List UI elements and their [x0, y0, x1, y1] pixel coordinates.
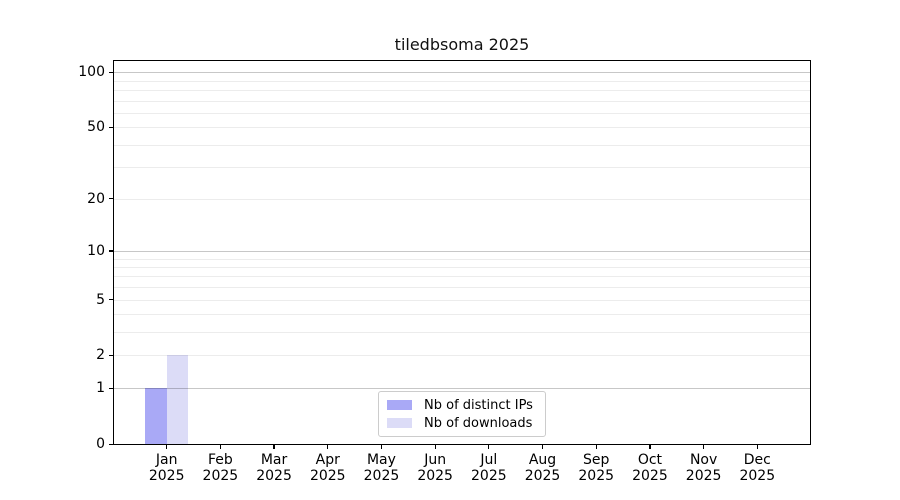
x-tick — [273, 445, 275, 449]
legend-swatch-distinct-ips — [387, 400, 412, 410]
x-tick-year: 2025 — [739, 467, 776, 484]
x-tick-month: Oct — [637, 452, 663, 468]
legend-item-distinct-ips: Nb of distinct IPs — [387, 396, 537, 414]
x-tick-year: 2025 — [363, 467, 400, 484]
x-tick-year: 2025 — [202, 467, 239, 484]
x-tick-label: Jun 2025 — [403, 452, 467, 484]
x-tick-month: Jan — [155, 452, 178, 468]
x-tick-year: 2025 — [685, 467, 722, 484]
gridline-minor — [114, 355, 810, 357]
x-tick-year: 2025 — [309, 467, 346, 484]
gridline-minor — [114, 127, 810, 129]
x-tick-label: Oct 2025 — [618, 452, 682, 484]
y-tick-label: 10 — [87, 242, 105, 259]
x-tick-year: 2025 — [524, 467, 561, 484]
x-tick-year: 2025 — [578, 467, 615, 484]
gridline-major — [114, 72, 810, 74]
x-tick-month: Feb — [207, 452, 233, 468]
x-tick — [166, 445, 168, 449]
x-tick — [649, 445, 651, 449]
y-tick-label: 0 — [96, 436, 105, 452]
gridline-minor — [114, 112, 810, 114]
y-tick-label: 100 — [78, 64, 105, 81]
y-tick-label: 50 — [87, 119, 105, 136]
y-tick — [109, 299, 113, 301]
x-tick-label: Jan 2025 — [135, 452, 199, 484]
y-tick — [109, 126, 113, 128]
gridline-minor — [114, 89, 810, 91]
x-tick-year: 2025 — [148, 467, 185, 484]
y-tick — [109, 198, 113, 200]
y-tick — [109, 443, 113, 445]
gridline-major — [114, 388, 810, 390]
x-tick-month: Jul — [480, 452, 498, 468]
x-tick-label: Feb 2025 — [188, 452, 252, 484]
gridline-minor — [114, 266, 810, 268]
x-tick — [380, 445, 383, 449]
legend-label-distinct-ips: Nb of distinct IPs — [424, 397, 533, 413]
x-tick-month: May — [366, 452, 396, 468]
x-tick-year: 2025 — [471, 467, 507, 484]
x-tick-month: Aug — [528, 452, 557, 468]
x-tick — [434, 445, 436, 449]
x-tick-label: Jul 2025 — [457, 452, 521, 484]
gridline-minor — [114, 332, 810, 334]
y-tick-label: 5 — [96, 291, 105, 308]
x-tick-year: 2025 — [256, 467, 292, 484]
y-tick — [109, 387, 113, 389]
gridline-minor — [114, 287, 810, 289]
x-tick — [595, 445, 597, 449]
x-tick — [756, 445, 758, 449]
legend-swatch-downloads — [387, 418, 412, 428]
x-tick — [327, 445, 329, 449]
x-tick-label: Apr 2025 — [296, 452, 360, 484]
legend-item-downloads: Nb of downloads — [387, 414, 537, 432]
gridline-minor — [114, 314, 810, 316]
y-tick — [109, 354, 113, 357]
gridline-minor — [114, 167, 810, 169]
gridline-minor — [114, 198, 810, 200]
x-tick-year: 2025 — [632, 467, 668, 484]
x-tick — [488, 445, 490, 449]
gridline-minor — [114, 80, 810, 82]
gridline-major — [114, 250, 810, 252]
gridline-minor — [114, 299, 810, 301]
x-tick-month: Apr — [315, 452, 340, 468]
bar-nb-of-distinct-ips-jan — [145, 388, 167, 444]
x-tick-month: Jun — [424, 452, 447, 468]
x-tick-month: Dec — [743, 452, 771, 468]
gridline-minor — [114, 258, 810, 260]
x-tick — [541, 445, 544, 449]
x-tick-month: Sep — [583, 452, 610, 468]
y-tick — [109, 250, 113, 252]
x-tick-month: Mar — [260, 452, 288, 468]
legend-label-downloads: Nb of downloads — [424, 415, 533, 431]
gridline-minor — [114, 144, 810, 146]
y-tick-label: 2 — [96, 347, 105, 364]
x-tick-year: 2025 — [417, 467, 453, 484]
x-tick — [219, 445, 221, 449]
x-tick-label: Nov 2025 — [672, 452, 736, 484]
gridline-minor — [114, 276, 810, 278]
x-tick-label: Sep 2025 — [564, 452, 628, 484]
chart-title: tiledbsoma 2025 — [394, 35, 530, 54]
bar-nb-of-downloads-jan — [166, 355, 189, 444]
x-tick-label: May 2025 — [349, 452, 413, 484]
x-tick-label: Aug 2025 — [511, 452, 575, 484]
x-tick-label: Dec 2025 — [725, 452, 789, 484]
y-tick-label: 20 — [87, 190, 105, 207]
x-tick — [703, 445, 705, 449]
y-tick — [109, 71, 113, 73]
gridline-minor — [114, 100, 810, 102]
x-tick-label: Mar 2025 — [242, 452, 306, 484]
x-tick-month: Nov — [689, 452, 718, 468]
y-tick-label: 1 — [96, 380, 105, 397]
legend: Nb of distinct IPs Nb of downloads — [378, 391, 546, 437]
